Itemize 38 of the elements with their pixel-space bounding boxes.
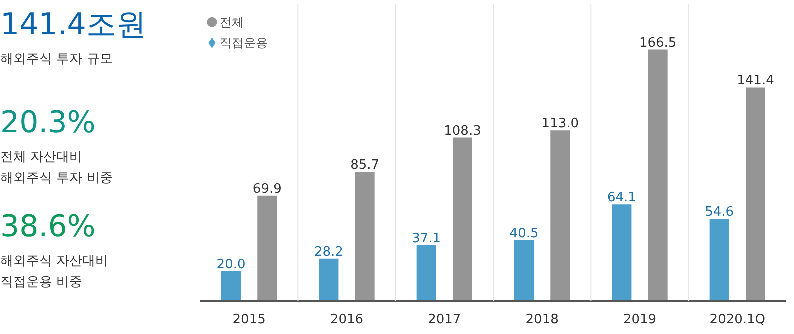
data-label: 20.0 <box>216 257 246 272</box>
bar <box>258 196 278 302</box>
text: 해외주식 투자 규모 <box>0 52 113 68</box>
x-tick-label: 2015 <box>232 312 266 328</box>
text: 전체 자산대비 해외주식 투자 비중 <box>0 150 113 186</box>
data-label: 64.1 <box>607 190 636 206</box>
data-label: 28.2 <box>314 244 344 260</box>
text: 38.6% <box>0 209 96 244</box>
x-tick-label: 2020.1Q <box>710 312 766 328</box>
bar <box>648 50 668 302</box>
bar <box>452 138 472 302</box>
data-label: 54.6 <box>705 204 734 220</box>
x-tick-label: 2017 <box>428 312 462 328</box>
bar <box>355 172 375 302</box>
bar <box>550 130 570 302</box>
data-label: 85.7 <box>350 158 380 173</box>
data-label: 69.9 <box>252 182 282 197</box>
x-tick-label: 2019 <box>623 312 657 328</box>
data-label: 40.5 <box>510 226 539 242</box>
bar <box>710 218 730 302</box>
legend-label: 전체 <box>220 15 244 30</box>
bar <box>514 240 534 302</box>
data-label: 113.0 <box>542 116 580 132</box>
legend-label: 직접운용 <box>220 36 268 50</box>
bar <box>319 258 339 302</box>
bar <box>612 204 632 302</box>
data-label: 166.5 <box>639 36 677 51</box>
data-label: 141.4 <box>737 74 774 89</box>
data-label: 37.1 <box>412 231 442 246</box>
text: 20.3% <box>0 105 96 140</box>
text: 141.4조원 <box>0 7 146 42</box>
bar <box>222 271 242 302</box>
bar <box>416 245 436 302</box>
x-tick-label: 2016 <box>330 312 364 328</box>
text: 해외주식 자산대비 직접운용 비중 <box>0 254 109 290</box>
bar <box>746 88 766 302</box>
x-tick-label: 2018 <box>526 312 559 328</box>
data-label: 108.3 <box>444 124 482 139</box>
